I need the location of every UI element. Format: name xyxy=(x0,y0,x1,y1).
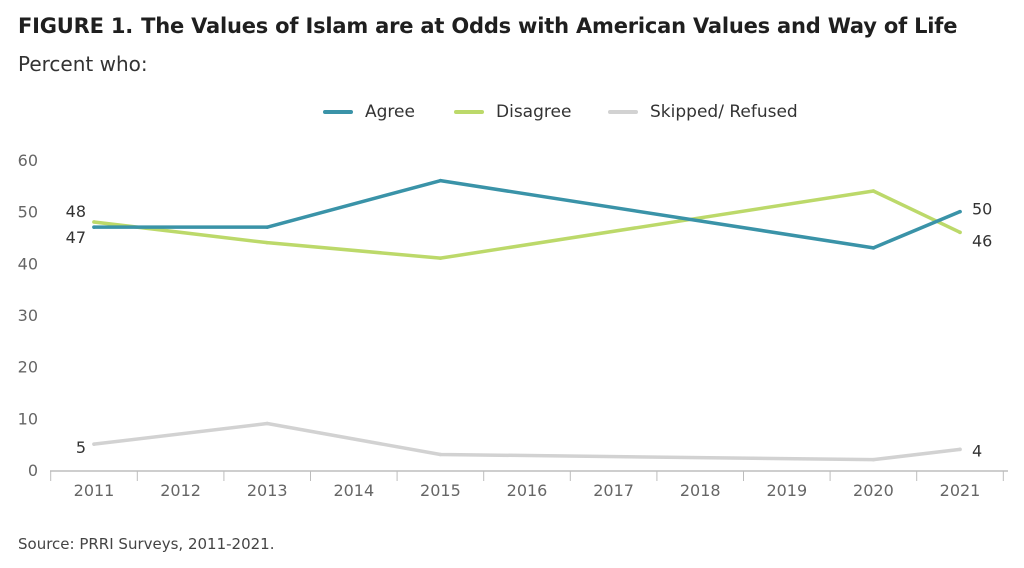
data-point-agree-2021 xyxy=(958,209,962,214)
data-label-skipped-start: 5 xyxy=(76,438,86,457)
y-tick-label-30: 30 xyxy=(18,306,38,325)
legend-item-skipped: Skipped/ Refused xyxy=(608,102,798,122)
y-tick-label-20: 20 xyxy=(18,358,38,377)
x-tick-label-2018: 2018 xyxy=(680,481,721,500)
series-line-disagree xyxy=(92,189,962,260)
x-tick-label-2014: 2014 xyxy=(333,481,374,500)
data-label-disagree-start: 48 xyxy=(66,202,86,221)
x-tick-label-2017: 2017 xyxy=(593,481,634,500)
data-point-skipped-2013 xyxy=(265,421,270,426)
y-tick-label-60: 60 xyxy=(18,151,38,170)
data-point-agree-2020 xyxy=(871,246,876,250)
data-label-skipped-end: 4 xyxy=(972,441,982,460)
data-label-agree-end: 50 xyxy=(972,200,992,219)
data-point-disagree-2013 xyxy=(265,240,270,245)
y-tick-label-10: 10 xyxy=(18,409,38,428)
legend-label-skipped: Skipped/ Refused xyxy=(650,102,798,122)
data-point-disagree-2011 xyxy=(92,220,96,224)
data-point-disagree-2020 xyxy=(871,189,876,193)
legend-item-agree: Agree xyxy=(323,102,415,122)
legend-swatch-disagree xyxy=(454,110,484,114)
chart-legend: Agree Disagree Skipped/ Refused xyxy=(0,102,1024,126)
data-point-skipped-2011 xyxy=(92,442,96,446)
legend-swatch-agree xyxy=(323,110,353,114)
x-tick-label-2020: 2020 xyxy=(853,481,894,500)
line-chart: 0 10 20 30 40 50 60 2011 2012 2013 2014 2015 2016 201… xyxy=(18,151,1008,500)
legend-swatch-skipped xyxy=(608,110,638,114)
series-line-skipped xyxy=(92,421,962,462)
y-tick-label-0: 0 xyxy=(28,461,38,480)
data-point-skipped-2021 xyxy=(958,447,962,452)
data-point-disagree-2015 xyxy=(438,256,443,260)
source-note: Source: PRRI Surveys, 2011-2021. xyxy=(18,535,275,553)
legend-item-disagree: Disagree xyxy=(454,102,571,122)
figure-title: FIGURE 1. The Values of Islam are at Odds… xyxy=(18,14,957,38)
legend-label-agree: Agree xyxy=(365,102,415,122)
data-label-disagree-end: 46 xyxy=(972,231,992,250)
legend-label-disagree: Disagree xyxy=(496,102,572,122)
data-point-skipped-2015 xyxy=(438,452,443,457)
x-tick-label-2012: 2012 xyxy=(160,481,201,500)
y-tick-label-40: 40 xyxy=(18,254,38,273)
x-tick-label-2013: 2013 xyxy=(247,481,288,500)
x-tick-label-2021: 2021 xyxy=(940,481,981,500)
x-tick-label-2019: 2019 xyxy=(766,481,807,500)
data-label-agree-start: 47 xyxy=(66,228,86,247)
data-point-agree-2011 xyxy=(92,225,96,229)
figure-title-text: The Values of Islam are at Odds with Ame… xyxy=(141,14,958,38)
x-tick-label-2016: 2016 xyxy=(507,481,548,500)
x-tick-label-2015: 2015 xyxy=(420,481,461,500)
figure-subtitle: Percent who: xyxy=(18,52,148,76)
figure-label: FIGURE 1. xyxy=(18,14,134,38)
x-tick-label-2011: 2011 xyxy=(74,481,115,500)
data-point-agree-2013 xyxy=(265,225,270,229)
data-point-disagree-2021 xyxy=(958,230,962,235)
data-point-skipped-2020 xyxy=(871,457,876,462)
data-point-agree-2015 xyxy=(438,178,443,183)
y-tick-label-50: 50 xyxy=(18,203,38,222)
